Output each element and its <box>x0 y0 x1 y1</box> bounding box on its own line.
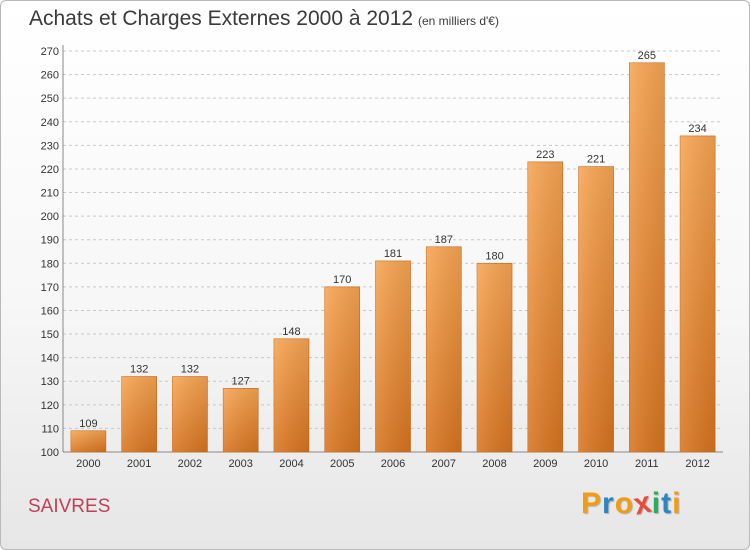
value-label-2008: 180 <box>485 250 503 262</box>
bar-layer <box>70 62 716 453</box>
bar-shade-2000 <box>70 430 106 452</box>
x-tick-label-2008: 2008 <box>482 458 506 470</box>
y-tick-label: 260 <box>41 70 59 82</box>
commune-name: SAIVRES <box>28 496 111 517</box>
chart-title: Achats et Charges Externes 2000 à 2012 <box>29 7 414 30</box>
x-tick-label-2002: 2002 <box>178 458 202 470</box>
bar-shade-2007 <box>426 246 462 452</box>
value-label-2005: 170 <box>333 274 351 286</box>
bar-shade-2001 <box>121 376 157 452</box>
x-tick-label-2009: 2009 <box>533 458 557 470</box>
x-tick-label-2011: 2011 <box>635 458 659 470</box>
logo-letter: t <box>661 487 673 520</box>
y-tick-label: 100 <box>41 447 59 459</box>
proxiti-logo[interactable]: Proxiti <box>581 486 682 522</box>
value-label-2003: 127 <box>232 375 250 387</box>
label-layer: 109 2000 132 2001 132 2002 127 2003 148 2004 170 20… <box>76 50 710 470</box>
x-tick-label-2010: 2010 <box>584 458 608 470</box>
y-tick-label: 240 <box>41 117 59 129</box>
y-tick-label: 160 <box>41 305 59 317</box>
value-label-2002: 132 <box>181 364 199 376</box>
bar-shade-2004 <box>273 338 309 452</box>
value-label-2001: 132 <box>130 364 148 376</box>
y-tick-label: 220 <box>41 164 59 176</box>
x-tick-label-2004: 2004 <box>279 458 303 470</box>
y-tick-label: 140 <box>41 353 59 365</box>
bar-shade-2002 <box>172 376 208 452</box>
bar-shade-2009 <box>527 161 563 453</box>
value-label-2012: 234 <box>688 123 706 135</box>
x-tick-label-2000: 2000 <box>76 458 100 470</box>
x-tick-label-2005: 2005 <box>330 458 354 470</box>
bar-shade-2010 <box>578 166 614 453</box>
bar-shade-2011 <box>629 62 665 452</box>
bar-shade-2008 <box>477 263 513 452</box>
bar-shade-2003 <box>223 388 259 452</box>
bar-shade-2006 <box>375 260 411 452</box>
logo-letter: o <box>614 487 635 520</box>
bar-shade-2012 <box>680 135 716 452</box>
value-label-2006: 181 <box>384 248 402 260</box>
x-tick-label-2007: 2007 <box>432 458 456 470</box>
y-tick-label: 270 <box>41 46 59 58</box>
value-label-2011: 265 <box>638 50 656 62</box>
value-label-2000: 109 <box>79 418 97 430</box>
value-label-2004: 148 <box>282 326 300 338</box>
y-tick-label: 180 <box>41 258 59 270</box>
bar-shade-2005 <box>324 286 360 452</box>
x-tick-label-2001: 2001 <box>127 458 151 470</box>
y-tick-label: 130 <box>41 376 59 388</box>
x-tick-label-2003: 2003 <box>228 458 252 470</box>
logo-letter: r <box>602 487 615 520</box>
logo-letter: i <box>672 487 682 520</box>
y-tick-label: 200 <box>41 211 59 223</box>
y-tick-label: 250 <box>41 93 59 105</box>
y-tick-label: 150 <box>41 329 59 341</box>
y-tick-label: 120 <box>41 400 59 412</box>
chart-subtitle: (en milliers d'€) <box>418 14 499 28</box>
value-label-2010: 221 <box>587 154 605 166</box>
x-tick-label-2012: 2012 <box>685 458 709 470</box>
y-tick-label: 230 <box>41 140 59 152</box>
logo-letter: i <box>651 487 662 520</box>
x-tick-label-2006: 2006 <box>381 458 405 470</box>
y-tick-label: 190 <box>41 235 59 247</box>
y-tick-label: 170 <box>41 282 59 294</box>
y-tick-label: 110 <box>41 423 59 435</box>
y-tick-label: 210 <box>41 188 59 200</box>
value-label-2007: 187 <box>435 234 453 246</box>
logo-letter: P <box>581 487 603 520</box>
value-label-2009: 223 <box>536 149 554 161</box>
